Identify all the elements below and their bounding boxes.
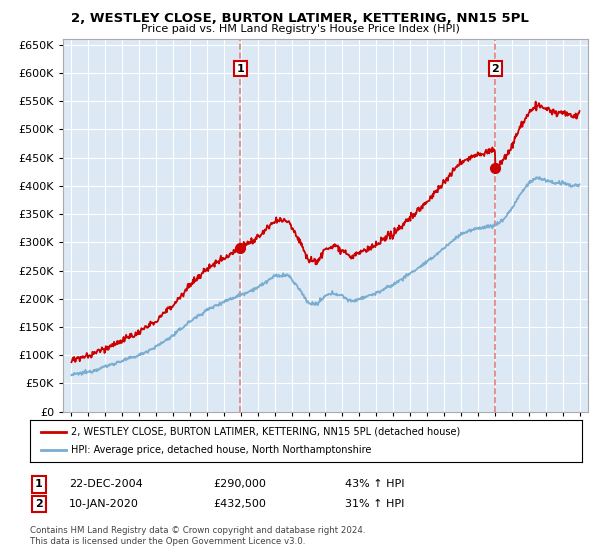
Text: £432,500: £432,500 bbox=[213, 499, 266, 509]
Text: 2, WESTLEY CLOSE, BURTON LATIMER, KETTERING, NN15 5PL: 2, WESTLEY CLOSE, BURTON LATIMER, KETTER… bbox=[71, 12, 529, 25]
Text: 2: 2 bbox=[491, 63, 499, 73]
Text: 1: 1 bbox=[236, 63, 244, 73]
Text: 22-DEC-2004: 22-DEC-2004 bbox=[69, 479, 143, 489]
Text: HPI: Average price, detached house, North Northamptonshire: HPI: Average price, detached house, Nort… bbox=[71, 445, 372, 455]
Text: £290,000: £290,000 bbox=[213, 479, 266, 489]
Text: 2, WESTLEY CLOSE, BURTON LATIMER, KETTERING, NN15 5PL (detached house): 2, WESTLEY CLOSE, BURTON LATIMER, KETTER… bbox=[71, 427, 461, 437]
Text: 43% ↑ HPI: 43% ↑ HPI bbox=[345, 479, 404, 489]
Text: 31% ↑ HPI: 31% ↑ HPI bbox=[345, 499, 404, 509]
Text: 10-JAN-2020: 10-JAN-2020 bbox=[69, 499, 139, 509]
Text: 2: 2 bbox=[35, 499, 43, 509]
Text: Price paid vs. HM Land Registry's House Price Index (HPI): Price paid vs. HM Land Registry's House … bbox=[140, 24, 460, 34]
Text: Contains HM Land Registry data © Crown copyright and database right 2024.
This d: Contains HM Land Registry data © Crown c… bbox=[30, 526, 365, 546]
Text: 1: 1 bbox=[35, 479, 43, 489]
